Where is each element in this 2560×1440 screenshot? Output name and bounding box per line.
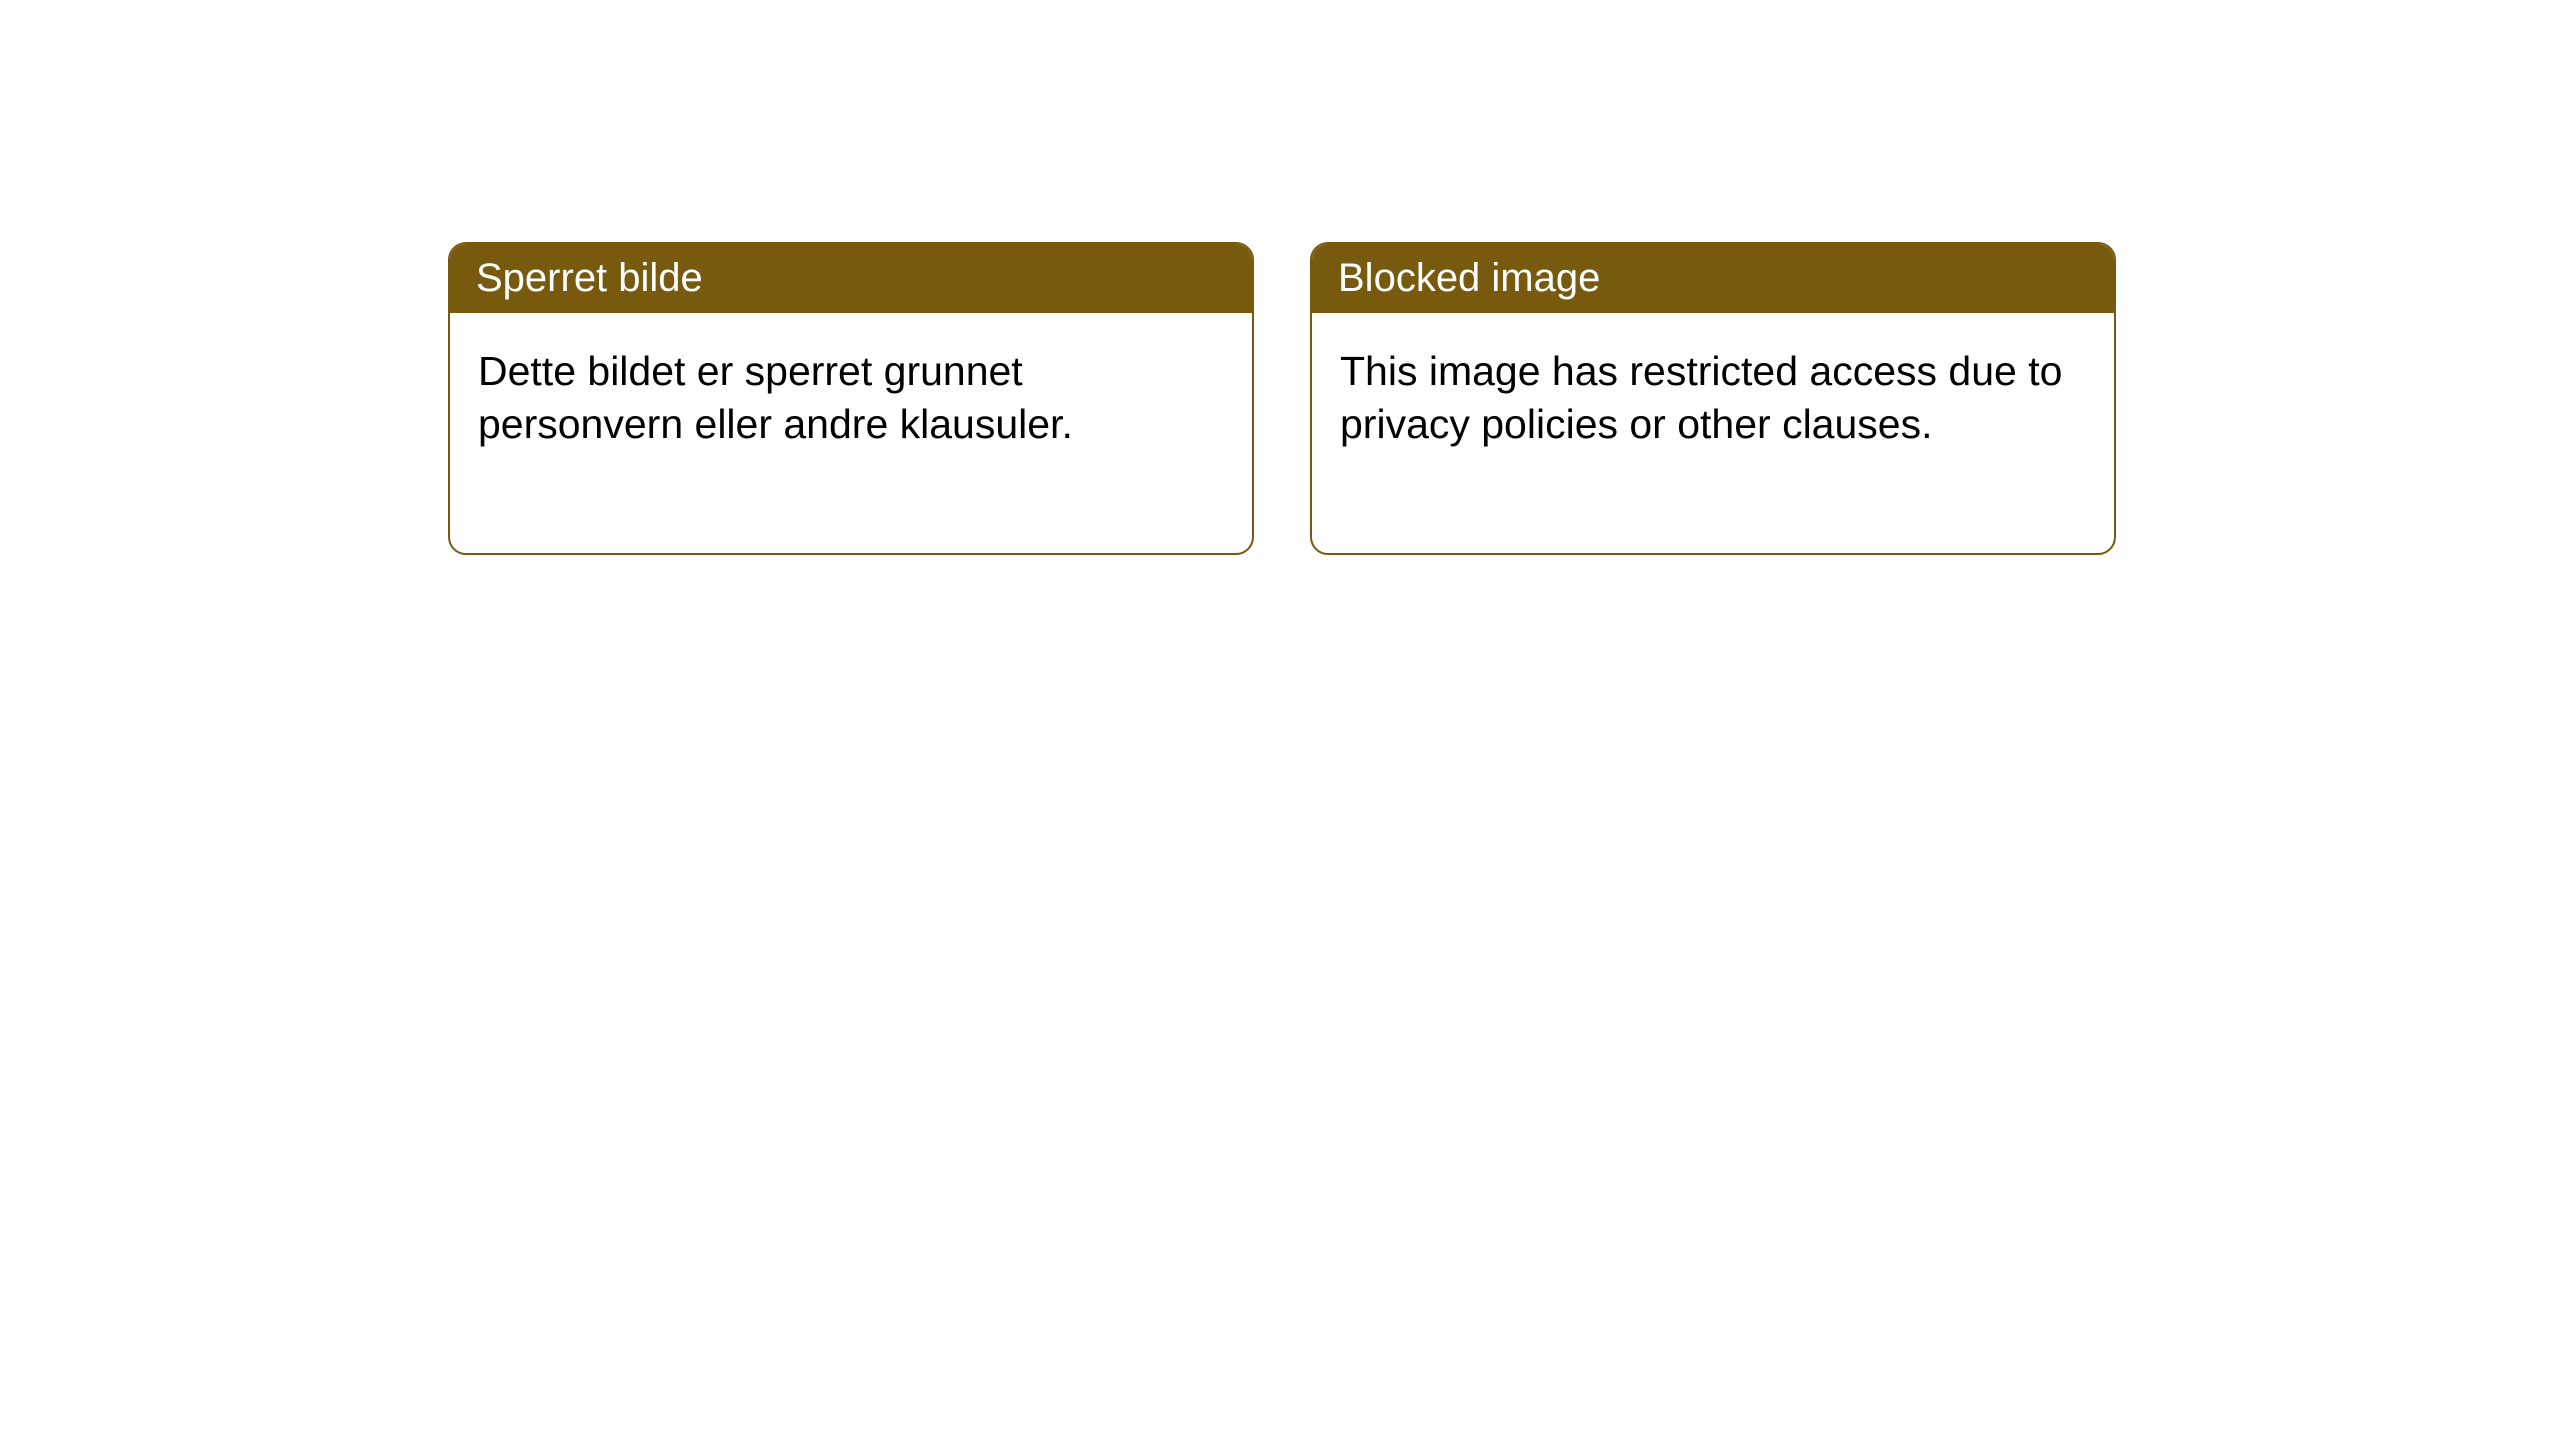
notice-card-norwegian: Sperret bilde Dette bildet er sperret gr… [448, 242, 1254, 555]
card-header: Sperret bilde [450, 244, 1252, 313]
notice-cards-container: Sperret bilde Dette bildet er sperret gr… [0, 0, 2560, 555]
card-body-text: This image has restricted access due to … [1340, 348, 2062, 447]
card-title: Sperret bilde [476, 256, 703, 300]
card-body: This image has restricted access due to … [1312, 313, 2114, 553]
card-header: Blocked image [1312, 244, 2114, 313]
notice-card-english: Blocked image This image has restricted … [1310, 242, 2116, 555]
card-title: Blocked image [1338, 256, 1600, 300]
card-body: Dette bildet er sperret grunnet personve… [450, 313, 1252, 553]
card-body-text: Dette bildet er sperret grunnet personve… [478, 348, 1073, 447]
